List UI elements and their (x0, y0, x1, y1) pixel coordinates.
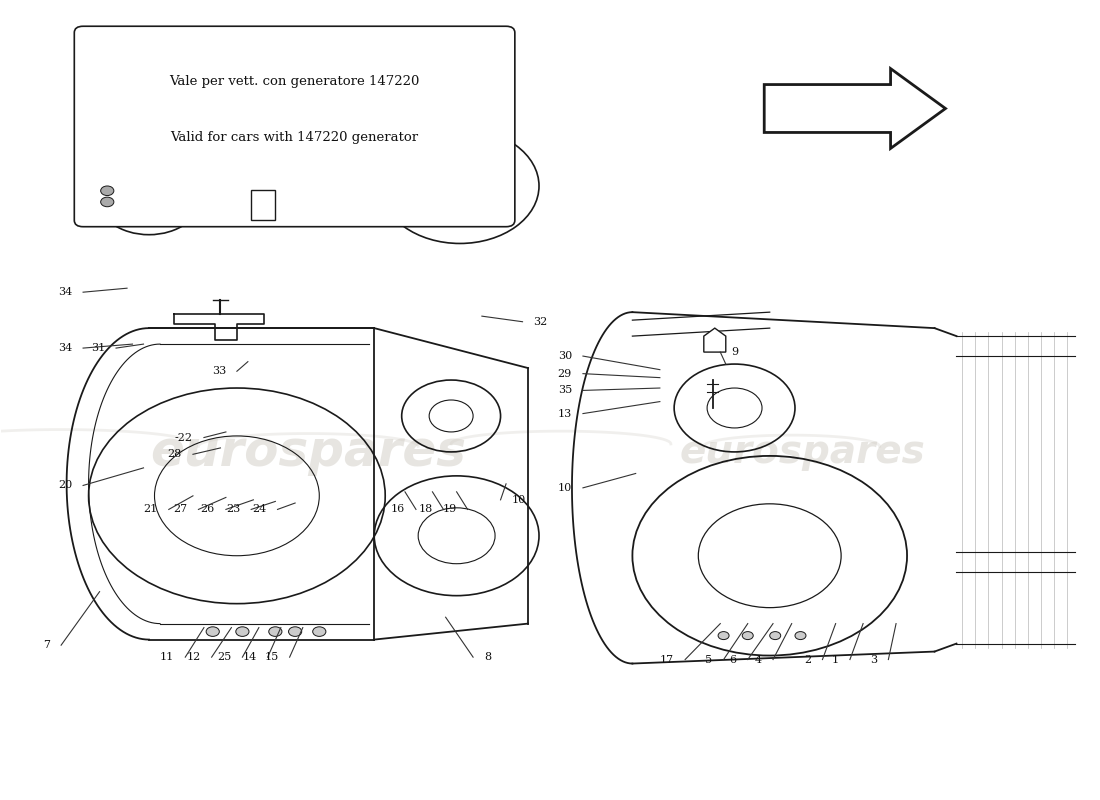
Text: 13: 13 (558, 409, 572, 418)
Circle shape (268, 627, 282, 636)
Circle shape (101, 197, 114, 206)
Text: 29: 29 (558, 369, 572, 378)
Text: Valid for cars with 147220 generator: Valid for cars with 147220 generator (170, 131, 419, 144)
Text: 9: 9 (732, 347, 738, 357)
Text: -22: -22 (175, 433, 192, 442)
Text: eurospares: eurospares (680, 433, 925, 471)
Text: 19: 19 (442, 505, 456, 514)
Text: 30: 30 (558, 351, 572, 361)
Circle shape (206, 627, 219, 636)
Circle shape (742, 631, 754, 639)
Text: 2: 2 (804, 654, 812, 665)
Text: 5: 5 (705, 654, 713, 665)
Circle shape (718, 631, 729, 639)
Text: 24: 24 (252, 505, 266, 514)
Text: 34: 34 (58, 287, 73, 297)
Circle shape (235, 627, 249, 636)
Text: 7: 7 (43, 640, 51, 650)
Text: 14: 14 (242, 652, 256, 662)
Text: 1: 1 (832, 654, 839, 665)
Text: Vale per vett. con generatore 147220: Vale per vett. con generatore 147220 (169, 75, 420, 88)
Text: eurospares: eurospares (151, 428, 466, 476)
Bar (251, 190, 275, 220)
Text: 4: 4 (755, 654, 762, 665)
Text: 15: 15 (264, 652, 278, 662)
Circle shape (288, 627, 301, 636)
Polygon shape (704, 328, 726, 352)
Text: 33: 33 (211, 366, 226, 376)
Text: 8: 8 (484, 652, 492, 662)
Text: 32: 32 (534, 317, 548, 326)
Text: 20: 20 (58, 481, 73, 490)
Text: 27: 27 (174, 505, 187, 514)
Text: 16: 16 (390, 505, 405, 514)
Text: 25: 25 (217, 652, 231, 662)
Text: 18: 18 (418, 505, 432, 514)
Text: 10: 10 (512, 495, 526, 505)
Text: 28: 28 (167, 450, 182, 459)
Text: 11: 11 (160, 652, 174, 662)
Text: 3: 3 (870, 654, 878, 665)
Text: 31: 31 (91, 343, 106, 353)
Text: 6: 6 (729, 654, 737, 665)
Circle shape (312, 627, 326, 636)
Text: 12: 12 (186, 652, 200, 662)
Text: 23: 23 (226, 505, 240, 514)
Text: 35: 35 (558, 386, 572, 395)
Circle shape (770, 631, 781, 639)
FancyBboxPatch shape (75, 26, 515, 226)
Circle shape (101, 186, 114, 195)
Polygon shape (764, 69, 946, 149)
Text: 17: 17 (660, 654, 674, 665)
Text: 10: 10 (558, 483, 572, 493)
Text: 26: 26 (200, 505, 214, 514)
Text: 21: 21 (143, 505, 157, 514)
Text: 34: 34 (58, 343, 73, 353)
Circle shape (795, 631, 806, 639)
